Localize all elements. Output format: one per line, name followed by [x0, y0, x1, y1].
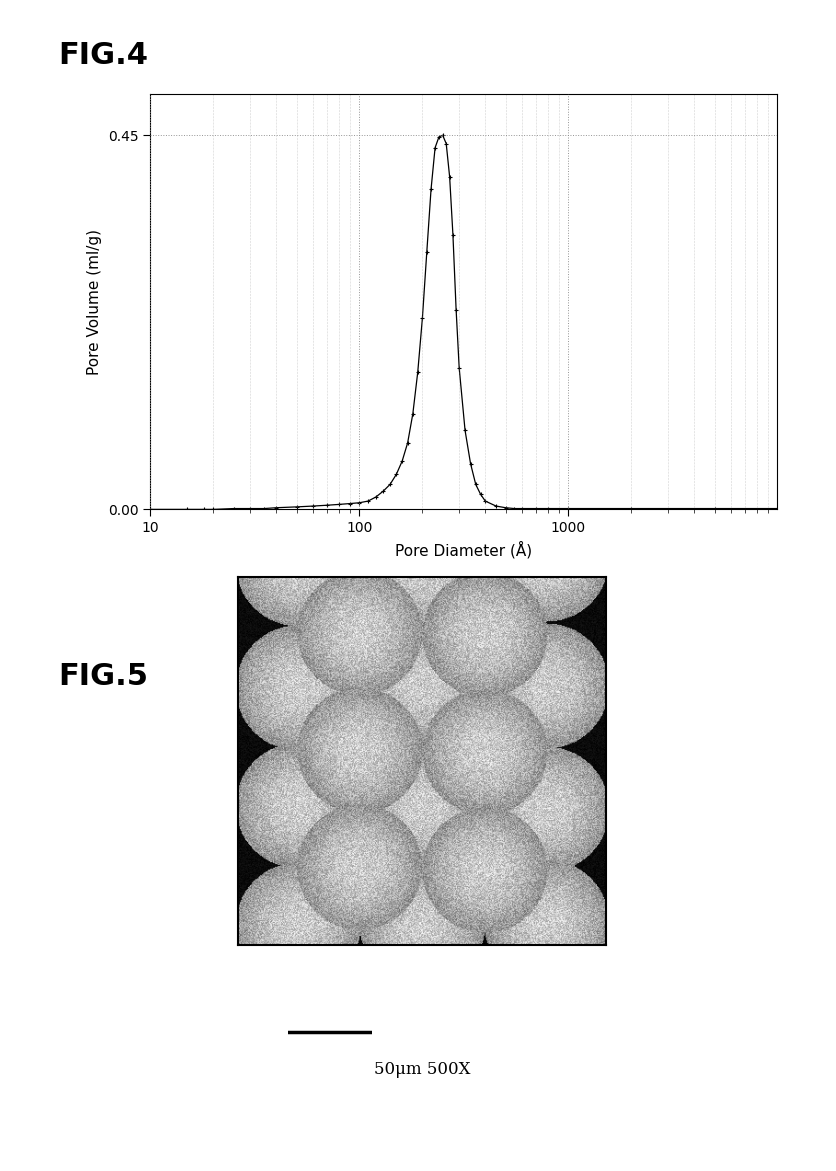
X-axis label: Pore Diameter (Å): Pore Diameter (Å): [395, 541, 533, 559]
Text: FIG.4: FIG.4: [59, 41, 149, 70]
Text: FIG.5: FIG.5: [59, 662, 149, 691]
Text: 50μm 500X: 50μm 500X: [374, 1061, 471, 1077]
Y-axis label: Pore Volume (ml/g): Pore Volume (ml/g): [88, 228, 103, 375]
